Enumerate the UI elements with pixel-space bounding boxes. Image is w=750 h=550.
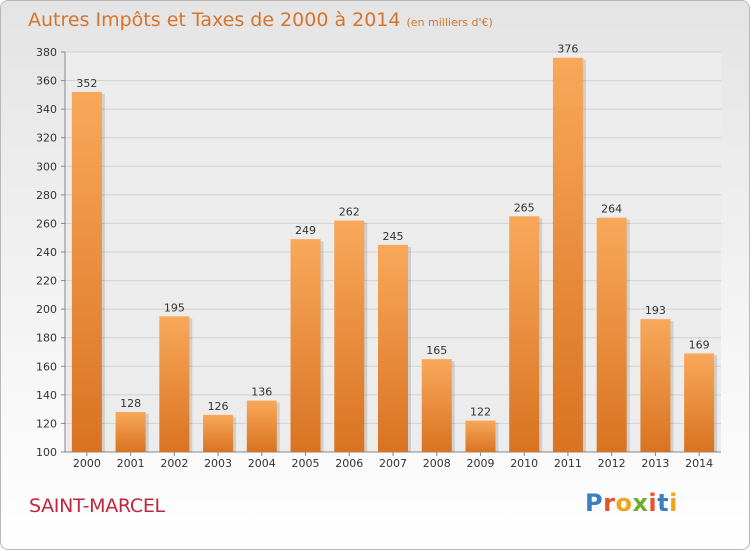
x-tick-label: 2011 — [554, 457, 582, 470]
y-tick-label: 200 — [36, 303, 57, 316]
bar — [640, 319, 671, 452]
town-name: SAINT-MARCEL — [29, 495, 165, 517]
bar — [334, 220, 365, 452]
bar — [115, 412, 146, 452]
bar-value-label: 264 — [601, 203, 622, 216]
bar — [378, 244, 408, 452]
y-tick-label: 380 — [36, 46, 57, 59]
bar — [246, 400, 277, 452]
bar — [203, 414, 234, 452]
chart-subtitle: (en milliers d'€) — [406, 16, 493, 29]
logo-letter: t — [657, 489, 670, 517]
bar-value-label: 193 — [645, 304, 666, 317]
bar-value-label: 262 — [339, 206, 360, 219]
y-tick-label: 140 — [36, 389, 57, 402]
bar-value-label: 265 — [514, 201, 535, 214]
logo-letter: r — [603, 489, 616, 517]
logo-letter: x — [632, 489, 649, 517]
y-tick-label: 120 — [36, 417, 57, 430]
bar-value-label: 169 — [689, 338, 710, 351]
chart-title-text: Autres Impôts et Taxes de 2000 à 2014 — [28, 9, 401, 31]
bar — [71, 92, 102, 452]
bar — [552, 57, 583, 452]
chart-title: Autres Impôts et Taxes de 2000 à 2014 (en… — [28, 9, 493, 31]
logo-letter: o — [615, 489, 633, 517]
bar — [159, 316, 190, 452]
bar — [421, 359, 452, 452]
bar — [684, 353, 715, 452]
y-tick-label: 160 — [36, 360, 57, 373]
x-tick-label: 2000 — [73, 457, 101, 470]
y-tick-label: 280 — [36, 189, 57, 202]
x-tick-label: 2013 — [641, 457, 669, 470]
bar-value-label: 352 — [76, 77, 97, 90]
y-tick-label: 320 — [36, 132, 57, 145]
y-tick-label: 100 — [36, 446, 57, 459]
x-tick-label: 2009 — [466, 457, 494, 470]
bar-value-label: 195 — [164, 301, 185, 314]
y-tick-label: 340 — [36, 103, 57, 116]
x-tick-label: 2010 — [510, 457, 538, 470]
bar-value-label: 128 — [120, 397, 141, 410]
y-tick-label: 360 — [36, 75, 57, 88]
y-tick-label: 260 — [36, 217, 57, 230]
logo-letter: i — [648, 489, 658, 517]
bar-value-label: 249 — [295, 224, 316, 237]
bar-value-label: 165 — [426, 344, 447, 357]
bar-value-label: 126 — [208, 400, 229, 413]
proxiti-logo: Proxiti — [585, 489, 678, 517]
y-tick-label: 240 — [36, 246, 57, 259]
bar-value-label: 376 — [557, 43, 578, 56]
bar-value-label: 122 — [470, 406, 491, 419]
bar — [465, 420, 496, 452]
x-tick-label: 2006 — [335, 457, 363, 470]
bar-value-label: 245 — [383, 230, 404, 243]
bar — [290, 239, 321, 452]
x-tick-label: 2007 — [379, 457, 407, 470]
x-tick-label: 2002 — [160, 457, 188, 470]
y-tick-label: 180 — [36, 332, 57, 345]
x-tick-label: 2001 — [117, 457, 145, 470]
logo-letter: i — [669, 489, 678, 517]
x-tick-label: 2014 — [685, 457, 713, 470]
x-tick-label: 2008 — [423, 457, 451, 470]
x-tick-label: 2012 — [598, 457, 626, 470]
logo-letter: P — [585, 489, 604, 517]
bar — [596, 217, 627, 452]
x-tick-label: 2003 — [204, 457, 232, 470]
y-tick-label: 300 — [36, 160, 57, 173]
x-tick-label: 2005 — [292, 457, 320, 470]
y-tick-label: 220 — [36, 275, 57, 288]
bar — [509, 216, 540, 452]
bar-value-label: 136 — [251, 386, 272, 399]
x-tick-label: 2004 — [248, 457, 276, 470]
